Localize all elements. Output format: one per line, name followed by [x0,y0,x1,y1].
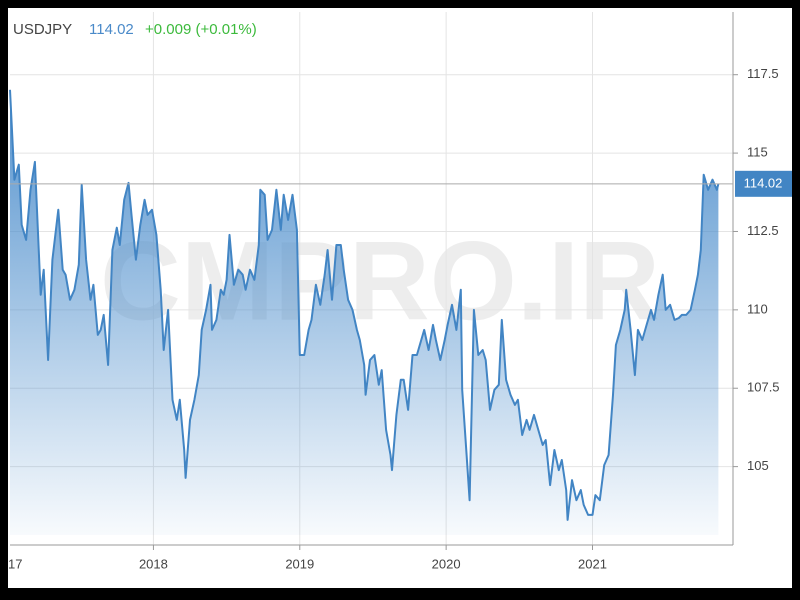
watermark: CMPRO.IR [100,219,660,344]
y-tick-label: 107.5 [747,380,780,395]
x-tick-label: 2021 [578,556,607,571]
x-tick-label: 2018 [139,556,168,571]
price: 114.02 [89,21,134,38]
y-tick-label: 112.5 [747,223,779,238]
y-tick-label: 117.5 [747,66,779,81]
x-tick-label: 2019 [285,556,314,571]
x-tick-label: 2020 [432,556,461,571]
line [9,89,720,521]
y-tick-label: 105 [747,458,769,473]
price-badge-label: 114.02 [744,175,783,190]
change: +0.009 (+0.01%) [145,21,257,38]
price-badge [735,170,792,197]
symbol: USDJPY [13,21,72,38]
x-tick-label: 17 [8,556,22,571]
plot-layer: CMPRO.IR 105 107.5 110 112.5 115 117.5 17 2018 2… [8,12,792,571]
y-tick-label: 115 [747,145,768,160]
area [10,89,719,536]
y-tick-label: 110 [747,301,768,316]
header: USDJPY 114.02 +0.009 (+0.01%) [13,21,257,38]
